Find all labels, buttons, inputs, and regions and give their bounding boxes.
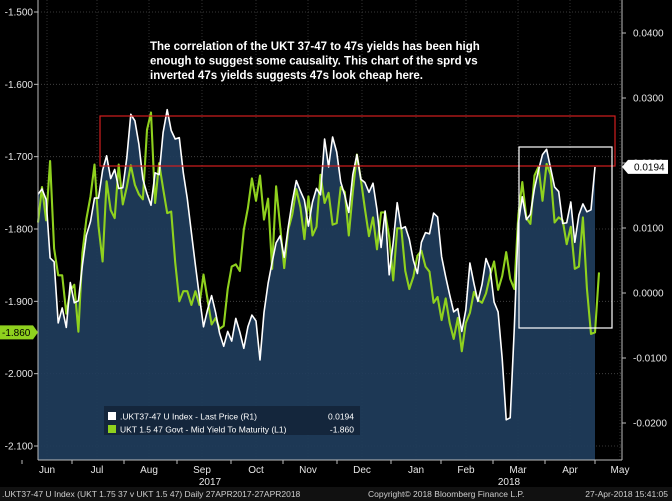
highlight-box-white bbox=[518, 146, 613, 329]
left-axis: -1.500 -1.600 -1.700 -1.800 -1.900 -2.000 -2.1… bbox=[5, 0, 39, 460]
last-value-flags: 0.0194 -1.860 bbox=[0, 159, 668, 340]
left-tick-label: -1.500 bbox=[5, 8, 34, 19]
annotation-line: enough to suggest some causality. This c… bbox=[150, 56, 478, 68]
right-tick-label: 0.0000 bbox=[633, 289, 664, 300]
annotation-text-block: The correlation of the UKT 37-47 to 47s … bbox=[150, 41, 480, 82]
legend-swatch bbox=[108, 412, 116, 420]
series-line-ukt-47-yield bbox=[36, 111, 601, 353]
right-tick-label: 0.0400 bbox=[633, 29, 664, 40]
right-last-value-flag bbox=[622, 159, 668, 174]
series-line-ukt37-47-spread bbox=[37, 108, 596, 421]
right-tick-label: -0.0200 bbox=[633, 419, 667, 430]
x-month-label: Sep bbox=[193, 465, 211, 476]
footer-timestamp: 27-Apr-2018 15:41:05 bbox=[585, 489, 668, 499]
left-tick-label: -1.800 bbox=[5, 225, 34, 236]
left-tick-label: -1.900 bbox=[5, 297, 34, 308]
annotation-line: inverted 47s yields suggests 47s look ch… bbox=[150, 70, 423, 82]
left-tick-label: -2.000 bbox=[5, 369, 34, 380]
left-last-value-flag bbox=[0, 325, 38, 340]
x-month-label: Jun bbox=[39, 465, 55, 476]
x-axis: Jun Jul Aug Sep Oct Nov Dec Jan Feb Mar Apr May 2017… bbox=[21, 459, 630, 488]
x-month-label: Apr bbox=[562, 465, 578, 476]
x-month-label: Nov bbox=[299, 465, 317, 476]
x-month-label: May bbox=[611, 465, 630, 476]
x-year-label: 2018 bbox=[498, 477, 521, 488]
left-tick-label: -1.600 bbox=[5, 80, 34, 91]
right-tick-label: -0.0100 bbox=[633, 354, 667, 365]
x-year-label: 2017 bbox=[199, 477, 222, 488]
legend-swatch bbox=[108, 425, 116, 433]
right-last-value-text: 0.0194 bbox=[634, 162, 665, 173]
legend-label: UKT 1.5 47 Govt - Mid Yield To Maturity … bbox=[120, 425, 287, 435]
legend: .UKT37-47 U Index - Last Price (R1) 0.019… bbox=[104, 406, 360, 435]
x-month-label: Dec bbox=[353, 465, 371, 476]
left-tick-label: -2.100 bbox=[5, 442, 34, 453]
left-last-value-text: -1.860 bbox=[2, 328, 31, 339]
x-month-label: Aug bbox=[140, 465, 158, 476]
annotation-text: The correlation of the UKT 37-47 to 47s … bbox=[150, 41, 480, 82]
highlight-box-red bbox=[99, 115, 616, 167]
x-month-label: Mar bbox=[509, 465, 527, 476]
footer-bar: .UKT37-47 U Index (UKT 1.75 37 v UKT 1.5… bbox=[0, 487, 672, 501]
annotation-line: The correlation of the UKT 37-47 to 47s … bbox=[150, 41, 480, 53]
x-month-label: Jul bbox=[91, 465, 104, 476]
footer-security-info: .UKT37-47 U Index (UKT 1.75 37 v UKT 1.5… bbox=[2, 489, 301, 499]
left-tick-label: -1.700 bbox=[5, 152, 34, 163]
right-tick-label: 0.0100 bbox=[633, 224, 664, 235]
legend-value: 0.0194 bbox=[328, 412, 354, 422]
right-tick-label: 0.0300 bbox=[633, 94, 664, 105]
x-month-label: Jan bbox=[408, 465, 424, 476]
x-month-label: Feb bbox=[457, 465, 475, 476]
legend-background bbox=[104, 406, 360, 435]
series-area-ukt37-47-fill bbox=[38, 109, 595, 460]
legend-value: -1.860 bbox=[330, 425, 354, 435]
x-month-label: Oct bbox=[248, 465, 264, 476]
legend-label: .UKT37-47 U Index - Last Price (R1) bbox=[120, 412, 257, 422]
footer-copyright: Copyright© 2018 Bloomberg Finance L.P. bbox=[368, 489, 525, 499]
